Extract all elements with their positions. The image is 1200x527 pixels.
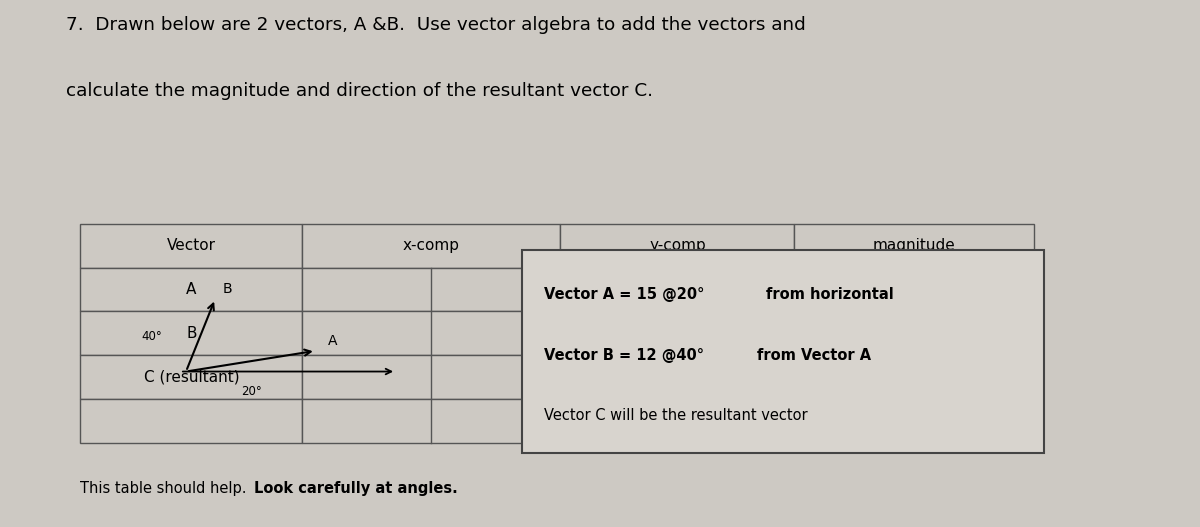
Bar: [560, 311, 794, 355]
Bar: [560, 355, 794, 399]
Text: y-comp: y-comp: [649, 238, 706, 253]
Text: 20°: 20°: [241, 385, 263, 398]
Text: Vector C will be the resultant vector: Vector C will be the resultant vector: [544, 408, 808, 423]
Bar: [794, 311, 1034, 355]
Text: Angle =: Angle =: [721, 413, 782, 428]
Bar: [560, 224, 794, 268]
Bar: [560, 399, 794, 443]
Bar: [522, 250, 1044, 453]
Text: from horizontal: from horizontal: [766, 287, 893, 302]
Text: A: A: [186, 282, 197, 297]
Text: B: B: [186, 326, 197, 341]
Text: A: A: [328, 334, 337, 348]
Text: This table should help.: This table should help.: [80, 481, 256, 496]
Text: Vector B = 12 @40°: Vector B = 12 @40°: [544, 348, 709, 363]
Text: 12: 12: [905, 326, 924, 341]
Text: 7.  Drawn below are 2 vectors, A &B.  Use vector algebra to add the vectors and: 7. Drawn below are 2 vectors, A &B. Use …: [66, 16, 805, 34]
Bar: [302, 311, 560, 355]
Text: magnitude: magnitude: [874, 238, 955, 253]
Text: B: B: [222, 282, 232, 296]
Text: Look carefully at angles.: Look carefully at angles.: [254, 481, 458, 496]
Bar: [80, 268, 302, 311]
Bar: [302, 224, 560, 268]
Text: Vector A = 15 @20°: Vector A = 15 @20°: [544, 287, 709, 302]
Bar: [302, 268, 560, 311]
Text: x-comp: x-comp: [403, 238, 460, 253]
Bar: [794, 399, 1034, 443]
Bar: [794, 224, 1034, 268]
Text: 15: 15: [905, 282, 924, 297]
Bar: [560, 268, 794, 311]
Bar: [80, 399, 302, 443]
Bar: [302, 355, 560, 399]
Text: C (resultant): C (resultant): [144, 369, 239, 385]
Bar: [80, 311, 302, 355]
Bar: [80, 355, 302, 399]
Text: calculate the magnitude and direction of the resultant vector C.: calculate the magnitude and direction of…: [66, 82, 653, 100]
Bar: [794, 268, 1034, 311]
Bar: [794, 355, 1034, 399]
Text: Vector: Vector: [167, 238, 216, 253]
Text: from Vector A: from Vector A: [757, 348, 871, 363]
Text: 40°: 40°: [142, 329, 162, 343]
Bar: [80, 224, 302, 268]
Bar: [302, 399, 560, 443]
